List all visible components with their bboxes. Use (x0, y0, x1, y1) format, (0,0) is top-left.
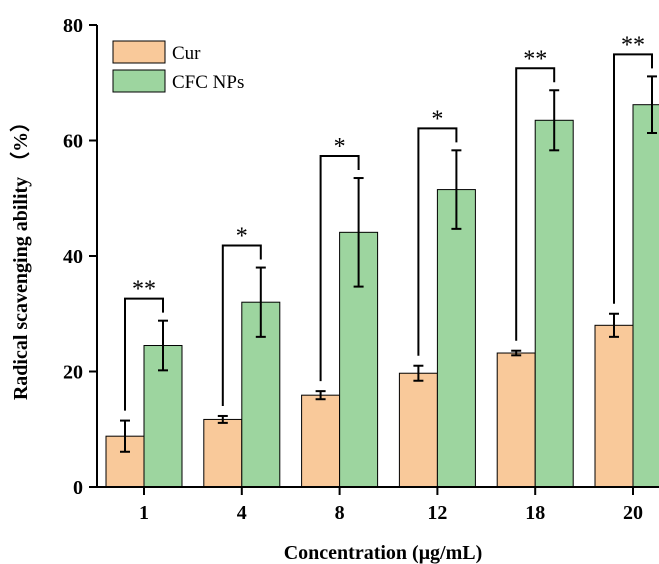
significance-bracket (515, 67, 556, 341)
x-ticks-layer: 1 4 8 12 18 20 (139, 487, 643, 524)
legend-label-cfc: CFC NPs (172, 72, 244, 93)
significance-layer: ********* (124, 32, 653, 411)
significance-bracket (417, 127, 458, 356)
significance-label: * (431, 106, 443, 132)
bars-layer (105, 104, 659, 488)
significance-bracket (124, 297, 164, 411)
significance-label: ** (132, 277, 156, 303)
bar-cfc-nps (534, 119, 574, 488)
bar-cur (301, 394, 341, 488)
x-tick-label: 18 (525, 502, 545, 524)
x-tick-label: 12 (427, 502, 447, 524)
significance-label: ** (523, 46, 547, 72)
y-ticks-layer: 0 20 40 60 80 (63, 15, 97, 499)
bar-cur (594, 324, 634, 488)
bar-cfc-nps (436, 189, 476, 488)
significance-label: ** (621, 32, 645, 58)
significance-bracket (319, 155, 360, 382)
y-tick-label: 80 (63, 15, 83, 37)
significance-bracket (613, 53, 653, 304)
significance-bracket (221, 244, 262, 406)
y-axis-label: Radical scavenging ability （%） (9, 112, 32, 400)
x-tick-label: 1 (139, 502, 149, 524)
bar-cfc-nps (632, 104, 659, 488)
y-tick-label: 60 (63, 131, 83, 153)
x-tick-label: 20 (623, 502, 643, 524)
x-tick-label: 8 (335, 502, 345, 524)
x-tick-label: 4 (237, 502, 247, 524)
bar-cur (203, 418, 243, 488)
bar-cur (398, 372, 438, 488)
legend: Cur CFC NPs (112, 40, 244, 93)
legend-swatch-cur (112, 40, 166, 64)
error-bars-layer (120, 75, 657, 453)
x-axis-label: Concentration (μg/mL) (284, 542, 483, 564)
y-tick-label: 40 (63, 246, 83, 268)
legend-label-cur: Cur (172, 43, 201, 64)
bar-cur (496, 352, 536, 488)
significance-label: * (236, 224, 248, 250)
legend-swatch-cfc (112, 69, 166, 93)
y-tick-label: 0 (73, 477, 83, 499)
significance-label: * (334, 134, 346, 160)
y-tick-label: 20 (63, 362, 83, 384)
